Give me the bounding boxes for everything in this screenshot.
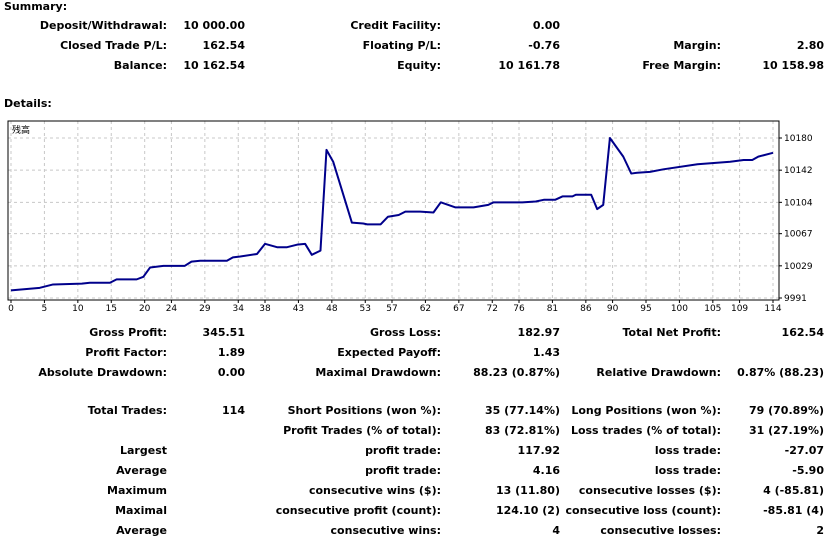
details-label: loss trade:	[655, 443, 721, 459]
details-value: 35 (77.14%)	[485, 403, 560, 419]
details-label: Gross Loss:	[370, 325, 441, 341]
details-value: 4.16	[533, 463, 560, 479]
x-tick-label: 81	[547, 304, 558, 314]
x-tick-label: 24	[166, 304, 178, 314]
chart-title: 残高	[12, 124, 30, 136]
details-value: 13 (11.80)	[496, 483, 560, 499]
balance-chart: 0 5 10 15 20 24 29 34 38 43 48 53 57 62 67 72 76 81 86 90 95…	[0, 0, 829, 320]
y-tick-label: 10067	[784, 230, 813, 240]
details-value: 79 (70.89%)	[749, 403, 824, 419]
details-label: Absolute Drawdown:	[38, 365, 167, 381]
y-tick-label: 9991	[784, 294, 807, 304]
details-label: Total Trades:	[88, 403, 167, 419]
details-label: Expected Payoff:	[337, 345, 441, 361]
details-value: 88.23 (0.87%)	[473, 365, 560, 381]
details-label: consecutive wins ($):	[309, 483, 441, 499]
details-value: 31 (27.19%)	[749, 423, 824, 439]
details-label: Loss trades (% of total):	[571, 423, 721, 439]
x-tick-label: 48	[326, 304, 338, 314]
details-label: profit trade:	[365, 463, 441, 479]
y-tick-label: 10104	[784, 198, 813, 208]
x-tick-label: 72	[487, 304, 498, 314]
x-tick-label: 95	[640, 304, 651, 314]
details-row: Gross Profit: 345.51 Gross Loss: 182.97 Tota…	[0, 325, 829, 341]
details-label: loss trade:	[655, 463, 721, 479]
details-label: Short Positions (won %):	[288, 403, 441, 419]
details-label: Maximal	[115, 503, 167, 519]
details-label: Average	[116, 463, 167, 479]
details-row: Largest profit trade: 117.92 loss trade: -27…	[0, 443, 829, 459]
x-tick-label: 0	[8, 304, 14, 314]
details-value: 83 (72.81%)	[485, 423, 560, 439]
x-tick-label: 34	[233, 304, 245, 314]
details-label: consecutive profit (count):	[276, 503, 441, 519]
details-value: 124.10 (2)	[496, 503, 560, 519]
details-label: Maximum	[107, 483, 167, 499]
details-label: Profit Factor:	[85, 345, 167, 361]
y-tick-label: 10180	[784, 134, 813, 144]
details-value: 114	[222, 403, 245, 419]
details-label: Long Positions (won %):	[571, 403, 721, 419]
x-tick-label: 62	[420, 304, 431, 314]
details-value: -5.90	[792, 463, 824, 479]
x-tick-label: 76	[513, 304, 525, 314]
x-tick-label: 15	[106, 304, 117, 314]
details-label: profit trade:	[365, 443, 441, 459]
x-tick-label: 105	[704, 304, 721, 314]
details-label: consecutive wins:	[331, 523, 441, 539]
x-tick-label: 29	[199, 304, 211, 314]
details-label: consecutive losses ($):	[579, 483, 721, 499]
details-value: -85.81 (4)	[763, 503, 824, 519]
details-row: Maximum consecutive wins ($): 13 (11.80) co…	[0, 483, 829, 499]
details-label: Relative Drawdown:	[596, 365, 721, 381]
details-value: -27.07	[785, 443, 824, 459]
x-tick-label: 90	[607, 304, 619, 314]
details-row: Maximal consecutive profit (count): 124.10…	[0, 503, 829, 519]
details-label: Average	[116, 523, 167, 539]
details-value: 1.43	[533, 345, 560, 361]
plot-frame	[8, 121, 779, 300]
details-label: consecutive loss (count):	[566, 503, 721, 519]
details-label: Maximal Drawdown:	[315, 365, 441, 381]
y-tick-label: 10029	[784, 262, 813, 272]
details-label: Largest	[120, 443, 167, 459]
details-label: Profit Trades (% of total):	[283, 423, 441, 439]
details-row: Average consecutive wins: 4 consecutive los…	[0, 523, 829, 539]
details-value: 117.92	[518, 443, 560, 459]
details-row: Average profit trade: 4.16 loss trade: -5.90	[0, 463, 829, 479]
x-tick-label: 53	[360, 304, 371, 314]
details-label: consecutive losses:	[600, 523, 721, 539]
x-tick-label: 67	[453, 304, 464, 314]
details-value: 162.54	[782, 325, 824, 341]
details-row: Total Trades: 114 Short Positions (won %):…	[0, 403, 829, 419]
details-value: 2	[816, 523, 824, 539]
details-value: 4	[552, 523, 560, 539]
details-row: Profit Factor: 1.89 Expected Payoff: 1.43	[0, 345, 829, 361]
x-tick-label: 43	[293, 304, 304, 314]
x-tick-label: 109	[731, 304, 748, 314]
x-tick-label: 38	[259, 304, 271, 314]
details-value: 0.00	[218, 365, 245, 381]
x-tick-label: 10	[72, 304, 84, 314]
x-tick-label: 20	[139, 304, 151, 314]
details-value: 0.87% (88.23)	[737, 365, 824, 381]
x-tick-label: 86	[580, 304, 592, 314]
x-tick-label: 5	[42, 304, 48, 314]
x-tick-label: 57	[386, 304, 397, 314]
details-label: Gross Profit:	[89, 325, 167, 341]
y-tick-label: 10142	[784, 166, 813, 176]
x-tick-label: 100	[671, 304, 688, 314]
details-value: 1.89	[218, 345, 245, 361]
details-label: Total Net Profit:	[623, 325, 722, 341]
details-row: Absolute Drawdown: 0.00 Maximal Drawdown: 8…	[0, 365, 829, 381]
details-row: Profit Trades (% of total): 83 (72.81%) Lo…	[0, 423, 829, 439]
details-value: 182.97	[518, 325, 560, 341]
details-value: 4 (-85.81)	[763, 483, 824, 499]
x-tick-label: 114	[764, 304, 781, 314]
details-value: 345.51	[203, 325, 245, 341]
